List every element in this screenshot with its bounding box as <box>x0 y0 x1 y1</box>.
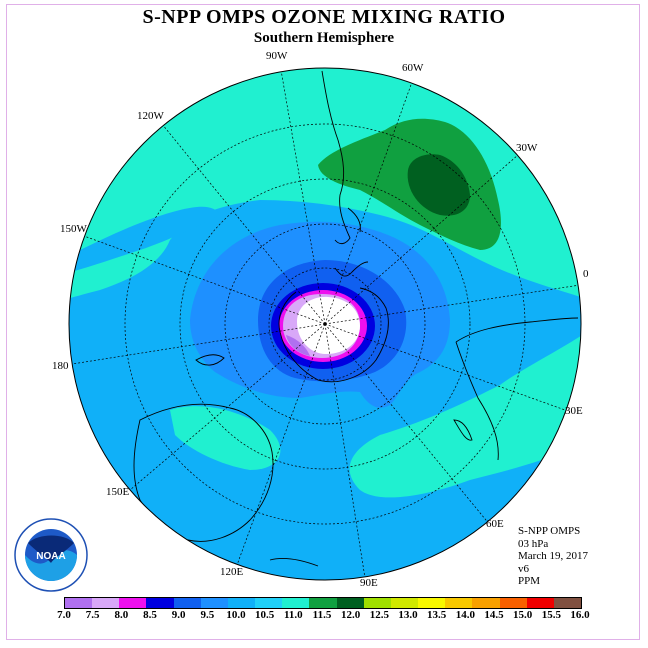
info-version: v6 <box>518 562 529 575</box>
colorbar-swatch <box>173 598 201 608</box>
coastlines <box>133 70 579 567</box>
lon-label-90w: 90W <box>266 50 288 62</box>
image-frame <box>6 4 640 640</box>
colorbar-tick-label: 16.0 <box>570 609 590 621</box>
colorbar-swatch <box>526 598 554 608</box>
colorbar-tick-label: 14.0 <box>455 609 475 621</box>
colorbar-swatch <box>390 598 419 608</box>
colorbar-swatch <box>553 598 581 608</box>
colorbar-tick-label: 8.0 <box>114 609 129 621</box>
colorbar-tick-label: 11.5 <box>312 609 332 621</box>
field-10-5-east <box>349 330 581 498</box>
colorbar-swatch <box>336 598 364 608</box>
info-instrument: S-NPP OMPS <box>518 525 581 537</box>
colorbar-tick-label: 9.5 <box>200 609 215 621</box>
colorbar <box>64 597 582 609</box>
colorbar-swatch <box>445 598 473 608</box>
colorbar-swatch <box>227 598 256 608</box>
info-pressure-level: 03 hPa <box>518 537 549 550</box>
info-units: PPM <box>518 575 541 587</box>
colorbar-tick-label: 12.5 <box>369 609 389 621</box>
lon-label-60e: 60E <box>486 518 504 530</box>
lon-label-180: 180 <box>52 360 69 372</box>
map-boundary <box>68 67 582 581</box>
noaa-logo: NOAA <box>14 518 88 592</box>
field-10-5-west <box>170 406 281 470</box>
field-7-0 <box>286 335 310 356</box>
colorbar-swatch <box>65 598 93 608</box>
lon-label-0: 0 <box>583 268 589 280</box>
colorbar-tick-label: 7.5 <box>85 609 100 621</box>
colorbar-swatch <box>418 598 446 608</box>
logo-text: NOAA <box>36 551 65 562</box>
colorbar-tick-label: 9.0 <box>171 609 186 621</box>
south-pole-marker <box>323 322 327 326</box>
colorbar-swatch <box>363 598 391 608</box>
colorbar-swatch <box>472 598 500 608</box>
lon-label-150e: 150E <box>106 486 130 498</box>
colorbar-tick-label: 11.0 <box>284 609 303 621</box>
colorbar-swatch <box>255 598 283 608</box>
colorbar-tick-label: 7.0 <box>57 609 71 621</box>
map-subtitle: Southern Hemisphere <box>253 30 395 46</box>
colorbar-swatch <box>119 598 147 608</box>
colorbar-swatch <box>200 598 228 608</box>
colorbar-swatch <box>282 598 310 608</box>
lon-label-30w: 30W <box>516 142 538 154</box>
lon-label-120e: 120E <box>220 566 244 578</box>
colorbar-tick-label: 13.5 <box>427 609 447 621</box>
colorbar-tick-label: 10.5 <box>255 609 275 621</box>
polar-night-mask <box>297 296 360 354</box>
colorbar-tick-label: 14.5 <box>484 609 504 621</box>
lon-label-60w: 60W <box>402 62 424 74</box>
field-10-5-nw-tongue <box>69 206 220 275</box>
colorbar-tick-label: 12.0 <box>341 609 361 621</box>
colorbar-swatch <box>309 598 337 608</box>
map-title: S-NPP OMPS OZONE MIXING RATIO <box>142 6 506 28</box>
info-block: S-NPP OMPS 03 hPa March 19, 2017 v6 PPM <box>518 525 588 588</box>
colorbar-tick-label: 15.0 <box>513 609 533 621</box>
lon-label-150w: 150W <box>60 223 87 235</box>
lon-label-90e: 90E <box>360 577 378 589</box>
colorbar-tick-label: 8.5 <box>143 609 157 621</box>
colorbar-swatch <box>499 598 527 608</box>
colorbar-tick-label: 10.0 <box>226 609 246 621</box>
colorbar-swatch <box>146 598 174 608</box>
info-date: March 19, 2017 <box>518 550 588 562</box>
colorbar-tick-label: 13.0 <box>398 609 418 621</box>
lon-label-120w: 120W <box>137 110 164 122</box>
field-11-5 <box>407 154 470 216</box>
colorbar-ticks: 7.0 7.5 8.0 8.5 9.0 9.5 10.0 10.5 11.0 11.5 12.0 12… <box>0 609 648 623</box>
colorbar-tick-label: 15.5 <box>541 609 561 621</box>
colorbar-swatch <box>92 598 120 608</box>
graticule <box>71 69 581 579</box>
lon-label-30e: 30E <box>565 405 583 417</box>
